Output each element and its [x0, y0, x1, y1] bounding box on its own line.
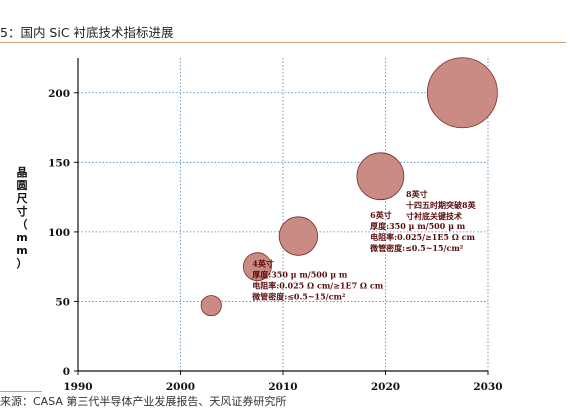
annotation-text: 4英寸 [252, 259, 274, 269]
data-bubble [356, 152, 405, 201]
x-tick-label: 2010 [268, 381, 297, 393]
y-tick-label: 50 [55, 296, 70, 308]
annotation-text: 微管密度:≤0.5~15/cm² [369, 243, 464, 253]
data-bubble [242, 252, 272, 282]
data-bubble [278, 216, 319, 256]
annotation-text: 微管密度:≤0.5~15/cm² [251, 292, 346, 302]
y-tick-label: 100 [48, 227, 70, 239]
x-tick-label: 2000 [166, 381, 195, 393]
y-axis-label-char: m [16, 231, 27, 244]
data-bubble [200, 295, 222, 317]
title-divider [0, 42, 566, 43]
y-axis-label-char: ） [17, 257, 28, 270]
annotation-text: 寸衬底关键技术 [406, 211, 462, 221]
x-tick-label: 2030 [473, 381, 502, 393]
bubble-layer [200, 57, 498, 317]
x-tick-label: 1990 [63, 381, 92, 393]
y-axis-label-char: m [16, 244, 27, 257]
y-tick-label: 0 [63, 366, 70, 378]
annotation-text: 厚度:350 μ m/500 μ m [370, 221, 466, 231]
annotation-text: 电阻率:0.025 Ω cm/≥1E7 Ω cm [252, 281, 383, 291]
data-bubble [426, 57, 498, 129]
annotation-text: 电阻率:0.025/≥1E5 Ω cm [370, 232, 475, 242]
y-axis-label-char: （ [17, 218, 28, 231]
x-tick-label: 2020 [371, 381, 400, 393]
source-divider [0, 391, 42, 392]
figure-title: 5：国内 SiC 衬底技术指标进展 [0, 25, 174, 40]
annotation-text: 厚度:350 μ m/500 μ m [252, 270, 348, 280]
annotation-text: 6英寸 [370, 210, 392, 220]
y-tick-label: 200 [48, 88, 70, 100]
source-note: 来源：CASA 第三代半导体产业发展报告、天风证券研究所 [0, 395, 287, 408]
y-axis-label-char: 尺 [17, 192, 28, 205]
annotation-text: 十四五时期突破8英 [406, 200, 477, 210]
axis-layer: 0 50 100 150 200 1990 2000 2010 2020 2030 [48, 58, 503, 393]
y-axis-label-char: 晶 [17, 166, 28, 179]
y-tick-label: 150 [48, 157, 70, 169]
y-axis-label-char: 寸 [17, 204, 28, 218]
figure-header: 5：国内 SiC 衬底技术指标进展 [0, 0, 576, 46]
y-axis-label-char: 圆 [17, 179, 28, 192]
annotation-text: 8英寸 [406, 189, 428, 199]
